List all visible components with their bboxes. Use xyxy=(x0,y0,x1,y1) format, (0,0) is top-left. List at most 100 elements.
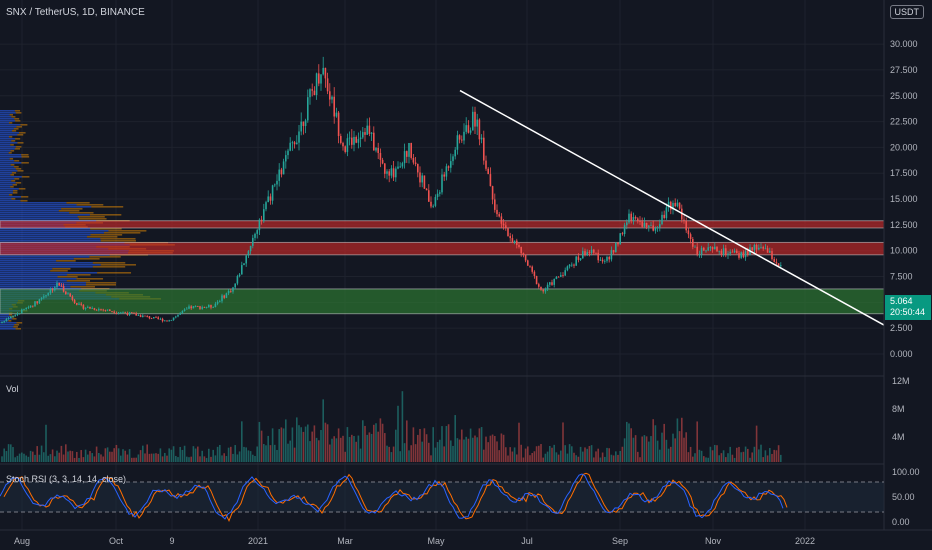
candle-body xyxy=(115,312,118,314)
volume-bar xyxy=(157,453,159,462)
currency-badge[interactable]: USDT xyxy=(889,5,924,19)
stoch-rsi-pane-label[interactable]: Stoch RSI (3, 3, 14, 14, close) xyxy=(6,474,127,484)
candle-body xyxy=(443,174,445,177)
candle-body xyxy=(540,286,542,290)
candle-body xyxy=(621,233,624,235)
volume-profile-bar xyxy=(0,202,67,204)
volume-bar xyxy=(692,456,694,462)
volume-bar xyxy=(573,452,575,462)
candle-body xyxy=(137,315,140,316)
volume-bar xyxy=(10,444,12,462)
volume-bar xyxy=(375,423,377,462)
volume-profile-bar xyxy=(0,128,14,130)
candle-body xyxy=(36,301,38,304)
volume-bar xyxy=(32,451,34,462)
volume-profile-bar xyxy=(56,260,76,262)
candle-body xyxy=(84,307,87,309)
volume-profile-bar xyxy=(14,118,20,120)
volume-bar xyxy=(238,451,241,462)
volume-profile-bar xyxy=(0,158,10,160)
volume-profile-bar xyxy=(0,274,68,276)
volume-bar xyxy=(117,448,120,462)
candle-body xyxy=(161,318,164,322)
candle-body xyxy=(395,168,397,178)
volume-profile-bar xyxy=(76,278,104,280)
candle-body xyxy=(302,121,305,127)
volume-bar xyxy=(670,446,672,462)
candle-body xyxy=(117,312,120,314)
volume-profile-bar xyxy=(86,236,118,238)
candle-body xyxy=(694,246,696,248)
time-tick-label: 9 xyxy=(169,536,174,546)
volume-profile-bar xyxy=(0,114,10,116)
volume-bar xyxy=(139,450,142,462)
volume-bar xyxy=(582,451,584,462)
volume-bar xyxy=(223,453,225,462)
volume-bar xyxy=(650,436,652,462)
candle-body xyxy=(186,308,188,310)
volume-bar xyxy=(104,448,107,462)
volume-profile-bar xyxy=(0,218,79,220)
symbol-header[interactable]: SNX / TetherUS, 1D, BINANCE xyxy=(6,7,145,18)
volume-profile-bar xyxy=(10,150,15,152)
volume-bar xyxy=(395,429,397,462)
volume-bar xyxy=(599,457,602,462)
candle-body xyxy=(390,168,393,176)
candle-body xyxy=(256,230,258,234)
volume-bar xyxy=(434,447,437,462)
volume-profile-bar xyxy=(0,238,101,240)
volume-bar xyxy=(214,455,217,462)
volume-bar xyxy=(265,445,267,462)
time-tick-label: Jul xyxy=(521,536,533,546)
candle-body xyxy=(689,234,692,240)
volume-bar xyxy=(164,452,166,462)
volume-bar xyxy=(689,446,692,462)
candle-body xyxy=(348,137,351,139)
stoch-rsi-tick-label: 50.00 xyxy=(892,492,915,502)
candle-body xyxy=(566,266,569,271)
volume-bar xyxy=(617,454,619,462)
candle-body xyxy=(586,252,588,256)
candle-body xyxy=(725,248,727,256)
candle-body xyxy=(320,74,322,84)
volume-bar xyxy=(221,455,223,462)
volume-bar xyxy=(553,444,555,462)
candle-body xyxy=(5,319,8,322)
volume-profile-bar xyxy=(0,276,58,278)
candle-body xyxy=(210,304,212,308)
candle-body xyxy=(216,301,219,304)
volume-tick-label: 12M xyxy=(892,376,910,386)
volume-pane-label[interactable]: Vol xyxy=(6,384,19,394)
volume-profile-bar xyxy=(8,320,12,322)
volume-bar xyxy=(311,431,313,462)
candle-body xyxy=(441,174,443,193)
volume-bar xyxy=(472,437,474,462)
volume-profile-bar xyxy=(66,202,90,204)
candle-body xyxy=(252,237,254,246)
volume-profile-bar xyxy=(11,130,17,132)
volume-bar xyxy=(417,434,419,462)
candle-body xyxy=(221,295,223,302)
volume-profile-bar xyxy=(10,164,15,166)
candle-body xyxy=(142,315,144,318)
volume-bar xyxy=(755,425,758,462)
volume-bar xyxy=(278,429,280,462)
descending-trendline[interactable] xyxy=(459,89,885,326)
candle-body xyxy=(18,313,21,315)
volume-profile-bar xyxy=(85,284,116,286)
candle-body xyxy=(747,250,749,255)
candle-body xyxy=(551,282,553,285)
candle-body xyxy=(159,318,162,320)
volume-bar xyxy=(498,450,500,462)
time-axis[interactable]: Aug Oct 9 2021 Mar May Jul Sep Nov 2022 xyxy=(14,536,815,546)
volume-bar xyxy=(146,444,148,462)
candle-body xyxy=(285,155,287,162)
candle-body xyxy=(727,253,729,256)
volume-bar xyxy=(527,446,529,462)
volume-bar xyxy=(109,451,111,462)
candle-body xyxy=(687,230,690,235)
candle-body xyxy=(194,306,197,307)
volume-profile-bar xyxy=(0,180,12,182)
volume-profile-bar xyxy=(90,228,122,230)
